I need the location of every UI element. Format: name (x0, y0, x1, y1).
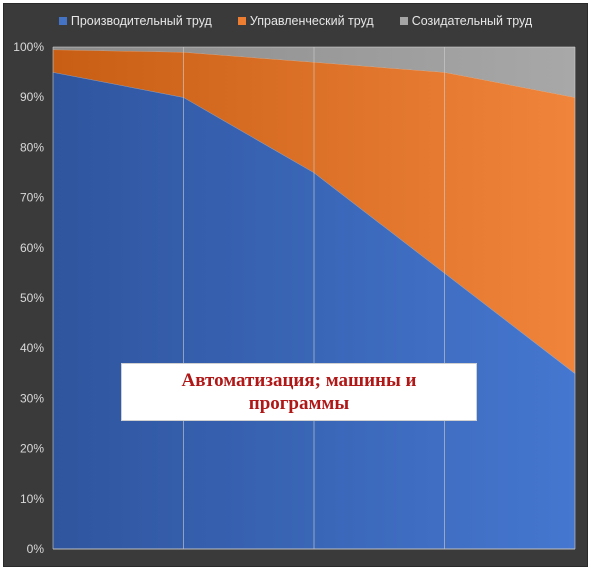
y-tick-label: 30% (20, 391, 44, 405)
plot-area: 0% 10% 20% 30% 40% 50% 60% 70% 80% 90% 100% (13, 40, 576, 556)
chart-frame: Производительный труд Управленческий тру… (3, 3, 588, 567)
y-tick-label: 0% (27, 542, 45, 556)
legend-label-productive: Производительный труд (70, 14, 212, 28)
legend-swatch-creative (399, 17, 408, 25)
legend-swatch-managerial (237, 17, 246, 25)
y-tick-label: 60% (20, 241, 44, 255)
annotation-text: Автоматизация; машины и программы (181, 370, 417, 414)
y-tick-label: 50% (20, 291, 44, 305)
legend-swatch-productive (58, 17, 67, 25)
legend-item-creative: Созидательный труд (399, 14, 533, 28)
y-tick-label: 40% (20, 341, 44, 355)
y-tick-label: 70% (20, 191, 44, 205)
legend-label-managerial: Управленческий труд (249, 14, 374, 28)
y-tick-label: 90% (20, 90, 44, 104)
y-tick-label: 20% (20, 442, 44, 456)
y-tick-label: 80% (20, 140, 44, 154)
legend-label-creative: Созидательный труд (411, 14, 533, 28)
legend: Производительный труд Управленческий тру… (4, 14, 587, 28)
y-tick-label: 10% (20, 492, 44, 506)
annotation-box: Автоматизация; машины и программы (121, 363, 477, 421)
y-tick-label: 100% (13, 40, 44, 54)
legend-item-managerial: Управленческий труд (237, 14, 374, 28)
legend-item-productive: Производительный труд (58, 14, 212, 28)
